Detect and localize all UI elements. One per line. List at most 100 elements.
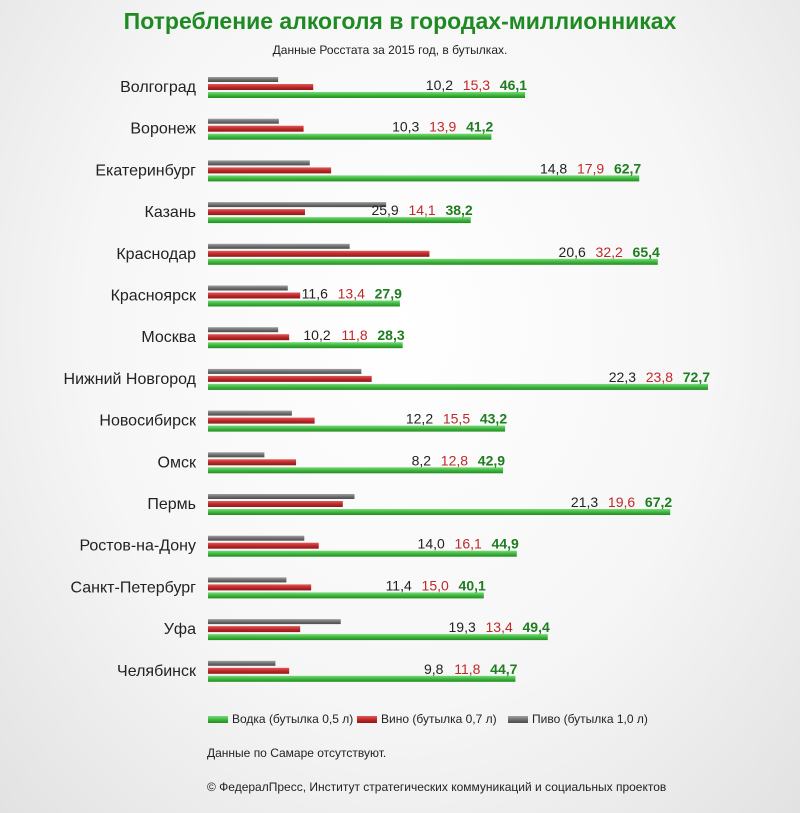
wine-bar <box>208 417 315 424</box>
wine-value-label: 13,4 <box>486 619 513 635</box>
wine-bar <box>208 501 343 507</box>
wine-bar <box>208 667 290 674</box>
wine-value-label: 32,2 <box>596 244 623 260</box>
vodka-bar <box>208 550 517 557</box>
wine-bar <box>208 125 304 132</box>
category-label: Казань <box>145 204 196 221</box>
wine-bar <box>208 542 319 549</box>
vodka-bar <box>208 342 403 349</box>
wine-value-label: 11,8 <box>454 661 480 677</box>
wine-value-label: 15,3 <box>463 77 490 93</box>
beer-value-label: 14,8 <box>540 160 567 176</box>
chart-source: © ФедералПресс, Институт стратегических … <box>207 780 667 794</box>
beer-bar <box>208 494 355 499</box>
vodka-bar <box>208 300 400 307</box>
vodka-value-label: 62,7 <box>614 160 641 176</box>
beer-bar <box>208 368 362 374</box>
vodka-value-label: 28,3 <box>377 327 404 343</box>
category-label: Новосибирск <box>99 413 197 430</box>
vodka-bar <box>208 383 708 390</box>
vodka-value-label: 40,1 <box>459 577 486 593</box>
wine-bar <box>208 375 372 382</box>
wine-bar <box>208 584 312 591</box>
vodka-bar <box>208 133 492 140</box>
beer-bar <box>208 410 292 416</box>
wine-value-label: 23,8 <box>646 369 673 385</box>
wine-value-label: 11,8 <box>341 327 367 343</box>
vodka-value-label: 46,1 <box>500 77 527 93</box>
vodka-bar <box>208 467 504 474</box>
beer-legend-swatch <box>508 716 528 723</box>
wine-value-label: 15,5 <box>443 411 470 427</box>
vodka-bar <box>208 175 640 182</box>
vodka-value-label: 43,2 <box>480 411 507 427</box>
category-label: Челябинск <box>117 663 197 680</box>
category-label: Воронеж <box>130 121 196 138</box>
vodka-value-label: 41,2 <box>466 119 493 135</box>
category-label: Красноярск <box>111 288 197 305</box>
category-label: Пермь <box>147 496 196 513</box>
vodka-value-label: 38,2 <box>445 202 472 218</box>
wine-value-label: 14,1 <box>408 202 435 218</box>
beer-bar <box>208 202 387 208</box>
beer-bar <box>208 619 341 625</box>
category-label: Екатеринбург <box>95 162 196 179</box>
wine-bar <box>208 626 301 633</box>
wine-value-label: 19,6 <box>608 494 635 510</box>
wine-value-label: 12,8 <box>441 452 468 468</box>
wine-value-label: 16,1 <box>455 536 482 552</box>
vodka-bar <box>208 217 471 224</box>
chart-legend: Водка (бутылка 0,5 л) Вино (бутылка 0,7 л… <box>208 712 648 726</box>
category-label: Омск <box>158 454 197 471</box>
beer-bar <box>208 660 276 666</box>
beer-value-label: 10,2 <box>303 327 330 343</box>
wine-bar <box>208 292 301 299</box>
beer-value-label: 10,2 <box>426 77 453 93</box>
wine-bar <box>208 167 332 174</box>
vodka-legend-label: Водка (бутылка 0,5 л) <box>232 712 353 726</box>
chart-title: Потребление алкоголя в городах-миллионни… <box>123 8 677 34</box>
wine-value-label: 13,4 <box>338 286 365 302</box>
beer-bar <box>208 327 279 333</box>
wine-legend-swatch <box>357 716 377 723</box>
beer-bar <box>208 118 279 124</box>
vodka-bar <box>208 592 484 599</box>
vodka-bar <box>208 425 506 432</box>
chart-note: Данные по Самаре отсутствуют. <box>207 746 387 760</box>
beer-bar <box>208 577 287 583</box>
beer-value-label: 12,2 <box>406 411 433 427</box>
beer-value-label: 11,4 <box>386 577 412 593</box>
beer-bar <box>208 285 288 291</box>
vodka-value-label: 72,7 <box>683 369 710 385</box>
beer-value-label: 9,8 <box>424 661 444 677</box>
vodka-bar <box>208 258 658 265</box>
vodka-legend-swatch <box>208 716 228 723</box>
beer-value-label: 20,6 <box>559 244 586 260</box>
wine-bar <box>208 84 314 90</box>
wine-bar <box>208 250 430 257</box>
vodka-value-label: 27,9 <box>375 286 402 302</box>
beer-value-label: 11,6 <box>302 286 328 302</box>
wine-value-label: 17,9 <box>577 160 604 176</box>
vodka-value-label: 44,7 <box>490 661 517 677</box>
beer-value-label: 19,3 <box>449 619 476 635</box>
beer-bar <box>208 243 350 249</box>
category-label: Волгоград <box>120 79 197 96</box>
vodka-bar <box>208 92 526 98</box>
category-label: Санкт-Петербург <box>71 579 197 596</box>
beer-value-label: 8,2 <box>412 452 432 468</box>
vodka-bar <box>208 675 516 682</box>
beer-value-label: 21,3 <box>571 494 598 510</box>
wine-legend-label: Вино (бутылка 0,7 л) <box>381 712 497 726</box>
category-label: Уфа <box>164 621 196 638</box>
vodka-value-label: 44,9 <box>492 536 519 552</box>
category-label: Нижний Новгород <box>64 371 197 388</box>
beer-value-label: 25,9 <box>371 202 398 218</box>
beer-bar <box>208 160 310 166</box>
beer-bar <box>208 77 279 82</box>
wine-value-label: 15,0 <box>422 577 449 593</box>
wine-bar <box>208 459 297 466</box>
category-label: Ростов-на-Дону <box>79 538 196 555</box>
